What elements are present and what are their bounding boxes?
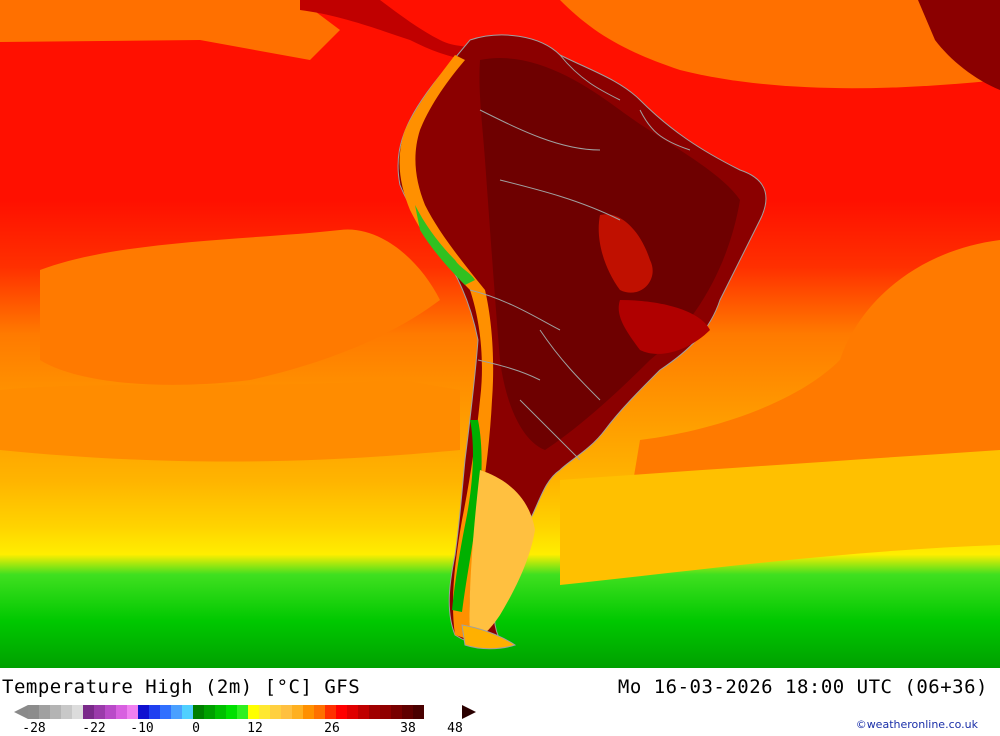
pacific-mild-zone [40, 229, 440, 385]
legend-swatch [314, 705, 325, 719]
atlantic-yellow-band [560, 450, 1000, 585]
legend-swatch [303, 705, 314, 719]
legend-swatch [226, 705, 237, 719]
valid-time: Mo 16-03-2026 18:00 UTC (06+36) [617, 676, 988, 698]
legend-swatch [248, 705, 259, 719]
legend-swatch [402, 705, 413, 719]
legend-swatch [204, 705, 215, 719]
legend-swatch [171, 705, 182, 719]
legend-swatch [259, 705, 270, 719]
temperature-map [0, 0, 1000, 668]
legend-swatch [39, 705, 50, 719]
country-borders [469, 54, 691, 461]
legend-swatch [215, 705, 226, 719]
tierra-del-fuego [461, 624, 517, 650]
legend-swatch [61, 705, 72, 719]
legend-swatch [391, 705, 402, 719]
atlantic-warm-zone [560, 0, 1000, 89]
legend-tick: -22 [82, 721, 106, 736]
color-legend [14, 705, 476, 719]
legend-tick: 26 [324, 721, 340, 736]
south-brazil-red [618, 300, 710, 354]
legend-swatch [94, 705, 105, 719]
legend-swatch [138, 705, 149, 719]
legend-tick: 38 [400, 721, 416, 736]
legend-swatch [193, 705, 204, 719]
central-america-land [300, 0, 480, 60]
andes-coastal-strip [399, 55, 494, 640]
map-title: Temperature High (2m) [°C] GFS [2, 676, 361, 698]
legend-tick: -28 [22, 721, 46, 736]
legend-swatch [72, 705, 83, 719]
legend-swatch [325, 705, 336, 719]
legend-swatch [358, 705, 369, 719]
legend-swatch [270, 705, 281, 719]
legend-swatch [182, 705, 193, 719]
legend-swatch [380, 705, 391, 719]
legend-tick: 0 [192, 721, 200, 736]
legend-swatch [237, 705, 248, 719]
legend-swatch [116, 705, 127, 719]
legend-swatch [292, 705, 303, 719]
legend-tick: 48 [447, 721, 463, 736]
legend-arrow-left [14, 705, 28, 719]
legend-tick: 12 [247, 721, 263, 736]
legend-swatch [28, 705, 39, 719]
patagonia-yellow [469, 470, 535, 640]
africa-land [918, 0, 1000, 90]
legend-swatch [281, 705, 292, 719]
legend-swatch [347, 705, 358, 719]
andes-green-south [452, 420, 482, 612]
legend-ticks: -28 -22 -10 0 12 26 38 48 [0, 721, 480, 736]
legend-swatch [149, 705, 160, 719]
credit-link[interactable]: ©weatheronline.co.uk [855, 718, 978, 731]
andes-green-north [415, 205, 475, 285]
legend-swatch [369, 705, 380, 719]
legend-bar [28, 705, 424, 719]
legend-swatch [105, 705, 116, 719]
legend-swatch [127, 705, 138, 719]
legend-swatch [83, 705, 94, 719]
legend-tick: -10 [130, 721, 154, 736]
brazil-red-pocket [598, 214, 653, 293]
pacific-warm-zone [0, 0, 340, 60]
legend-arrow-right [462, 705, 476, 719]
legend-swatch [50, 705, 61, 719]
pacific-orange-band [0, 380, 460, 462]
legend-swatch [336, 705, 347, 719]
legend-swatch [160, 705, 171, 719]
legend-swatch [413, 705, 424, 719]
map-footer: Temperature High (2m) [°C] GFS Mo 16-03-… [0, 668, 1000, 736]
